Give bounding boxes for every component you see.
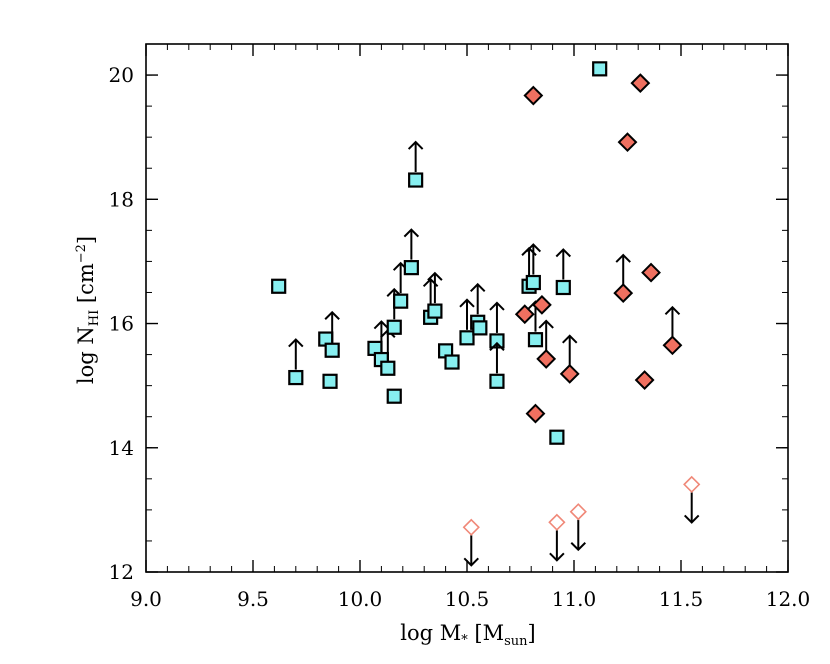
lower-limit-arrow (489, 341, 505, 374)
square-point (386, 388, 402, 404)
lower-limit-arrow (525, 243, 542, 275)
diamond-point (662, 335, 683, 356)
lower-limit-arrow-head (525, 243, 542, 253)
lower-limit-arrow (538, 319, 554, 351)
lower-limit-arrow-head (427, 271, 443, 281)
lower-limit-arrow (664, 305, 681, 338)
lower-limit-arrow-head (407, 140, 424, 150)
lower-limit-arrow-head (288, 338, 304, 348)
x-tick-label: 12.0 (766, 587, 811, 611)
square-point (592, 61, 608, 77)
y-tick-label: 12 (109, 560, 134, 584)
upper-limit-arrow (570, 519, 586, 552)
square-point (427, 303, 443, 319)
open-diamond-point (462, 518, 480, 536)
square-point (527, 332, 544, 348)
lower-limit-arrow (489, 301, 505, 333)
square-point (271, 278, 287, 294)
lower-limit-arrow-head (324, 310, 340, 320)
x-tick-label: 11.5 (659, 587, 704, 611)
square-point (324, 342, 340, 358)
upper-limit-arrow-head (683, 514, 700, 524)
lower-limit-arrow (562, 334, 578, 366)
x-tick-label: 11.0 (552, 587, 597, 611)
lower-limit-arrow-head (538, 319, 554, 329)
lower-limit-arrow-head (562, 334, 578, 344)
lower-limit-arrow-head (469, 282, 486, 292)
diamond-point (531, 294, 552, 315)
y-tick-label: 18 (109, 187, 134, 211)
square-point (380, 360, 396, 376)
square-point (393, 293, 409, 309)
y-axis-label: log NHI [cm−2] (74, 236, 102, 384)
open-diamond-point (683, 475, 701, 494)
lower-limit-arrow-head (459, 298, 475, 308)
upper-limit-arrow-head (549, 552, 565, 562)
x-axis-label: log M* [Msun] (400, 621, 535, 649)
y-tick-label: 16 (109, 312, 134, 336)
diamond-point (514, 304, 535, 325)
lower-limit-arrow (407, 140, 424, 173)
diamond-point (525, 403, 546, 424)
axis-ticks: 9.0 9.5 10.0 10.5 11.0 11.5 12.0 12 14 16 18 20 (109, 43, 811, 611)
upper-limit-arrow (549, 530, 565, 562)
diamond-point (559, 363, 580, 384)
diamond-point (523, 85, 544, 106)
lower-limit-arrow-head (555, 248, 572, 258)
lower-limit-arrow (288, 338, 304, 370)
square-point (386, 319, 402, 335)
square-point (403, 260, 419, 276)
lower-limit-arrow (615, 253, 631, 286)
lower-limit-arrow-head (615, 253, 631, 263)
lower-limit-arrow-head (664, 305, 681, 315)
x-tick-label: 10.5 (445, 587, 490, 611)
square-point (322, 373, 338, 389)
upper-limit-arrow-head (570, 542, 586, 552)
square-point (555, 279, 571, 296)
square-point (525, 274, 541, 291)
lower-limit-arrow (324, 310, 340, 343)
square-point (444, 354, 460, 370)
square-point (408, 172, 424, 188)
diamond-point (641, 262, 661, 283)
lower-limit-arrow-head (403, 228, 420, 238)
open-diamond-point (569, 503, 587, 521)
square-point (489, 373, 505, 389)
square-point (459, 330, 475, 346)
lower-limit-arrow-head (489, 341, 505, 352)
lower-limit-arrow (459, 298, 475, 330)
x-tick-label: 9.0 (130, 587, 162, 611)
lower-limit-arrow (403, 228, 420, 260)
open-diamond-point (548, 513, 566, 531)
diamond-point (536, 349, 557, 369)
diamond-point (630, 73, 651, 94)
upper-limit-arrow (683, 492, 700, 524)
lower-limit-arrow (555, 248, 572, 280)
y-tick-label: 14 (109, 436, 134, 460)
lower-limit-arrow-head (373, 320, 390, 330)
lower-limit-arrow-head (489, 301, 505, 311)
diamond-point (617, 132, 638, 153)
square-point (549, 429, 565, 445)
x-tick-label: 10.0 (338, 587, 383, 611)
y-tick-label: 20 (109, 63, 134, 87)
chart-marks (271, 61, 701, 567)
square-point (472, 320, 488, 336)
diamond-point (613, 283, 634, 304)
lower-limit-arrow (427, 271, 443, 304)
diamond-point (634, 370, 655, 390)
square-point (288, 369, 304, 386)
lower-limit-arrow (469, 282, 486, 315)
x-tick-label: 9.5 (237, 587, 269, 611)
